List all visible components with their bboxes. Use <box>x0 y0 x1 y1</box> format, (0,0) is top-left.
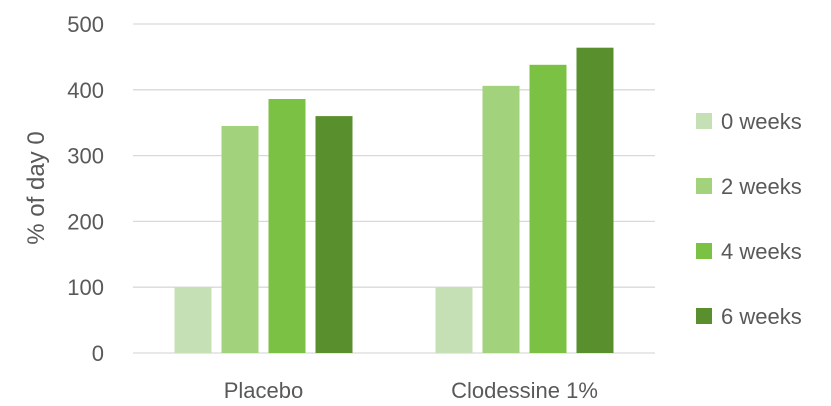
y-tick-label: 400 <box>67 78 104 103</box>
bar-0-weeks-1 <box>435 287 473 353</box>
y-tick-label: 500 <box>67 12 104 37</box>
bar-4-weeks-0 <box>268 99 306 354</box>
legend-swatch <box>696 308 712 324</box>
bar-2-weeks-0 <box>221 125 259 354</box>
legend-swatch <box>696 243 712 259</box>
bars <box>174 47 614 354</box>
x-category-label: Placebo <box>224 378 304 403</box>
y-tick-label: 300 <box>67 144 104 169</box>
legend-label: 0 weeks <box>721 109 802 134</box>
y-tick-label: 0 <box>92 341 104 366</box>
legend-swatch <box>696 113 712 129</box>
y-tick-label: 200 <box>67 209 104 234</box>
y-axis-label: % of day 0 <box>23 131 50 244</box>
bar-0-weeks-0 <box>174 287 212 353</box>
gridlines <box>133 23 655 354</box>
bar-4-weeks-1 <box>529 64 567 354</box>
bar-6-weeks-0 <box>315 116 353 354</box>
legend-label: 6 weeks <box>721 304 802 329</box>
y-axis-ticks: 0 100 200 300 400 500 <box>67 12 104 366</box>
legend-label: 4 weeks <box>721 239 802 264</box>
legend-swatch <box>696 178 712 194</box>
legend-label: 2 weeks <box>721 174 802 199</box>
x-category-label: Clodessine 1% <box>451 378 598 403</box>
x-axis-categories: Placebo Clodessine 1% <box>224 378 598 403</box>
legend: 0 weeks 2 weeks 4 weeks 6 weeks <box>696 109 802 329</box>
bar-2-weeks-1 <box>482 85 520 354</box>
y-tick-label: 100 <box>67 275 104 300</box>
bar-6-weeks-1 <box>576 47 614 354</box>
